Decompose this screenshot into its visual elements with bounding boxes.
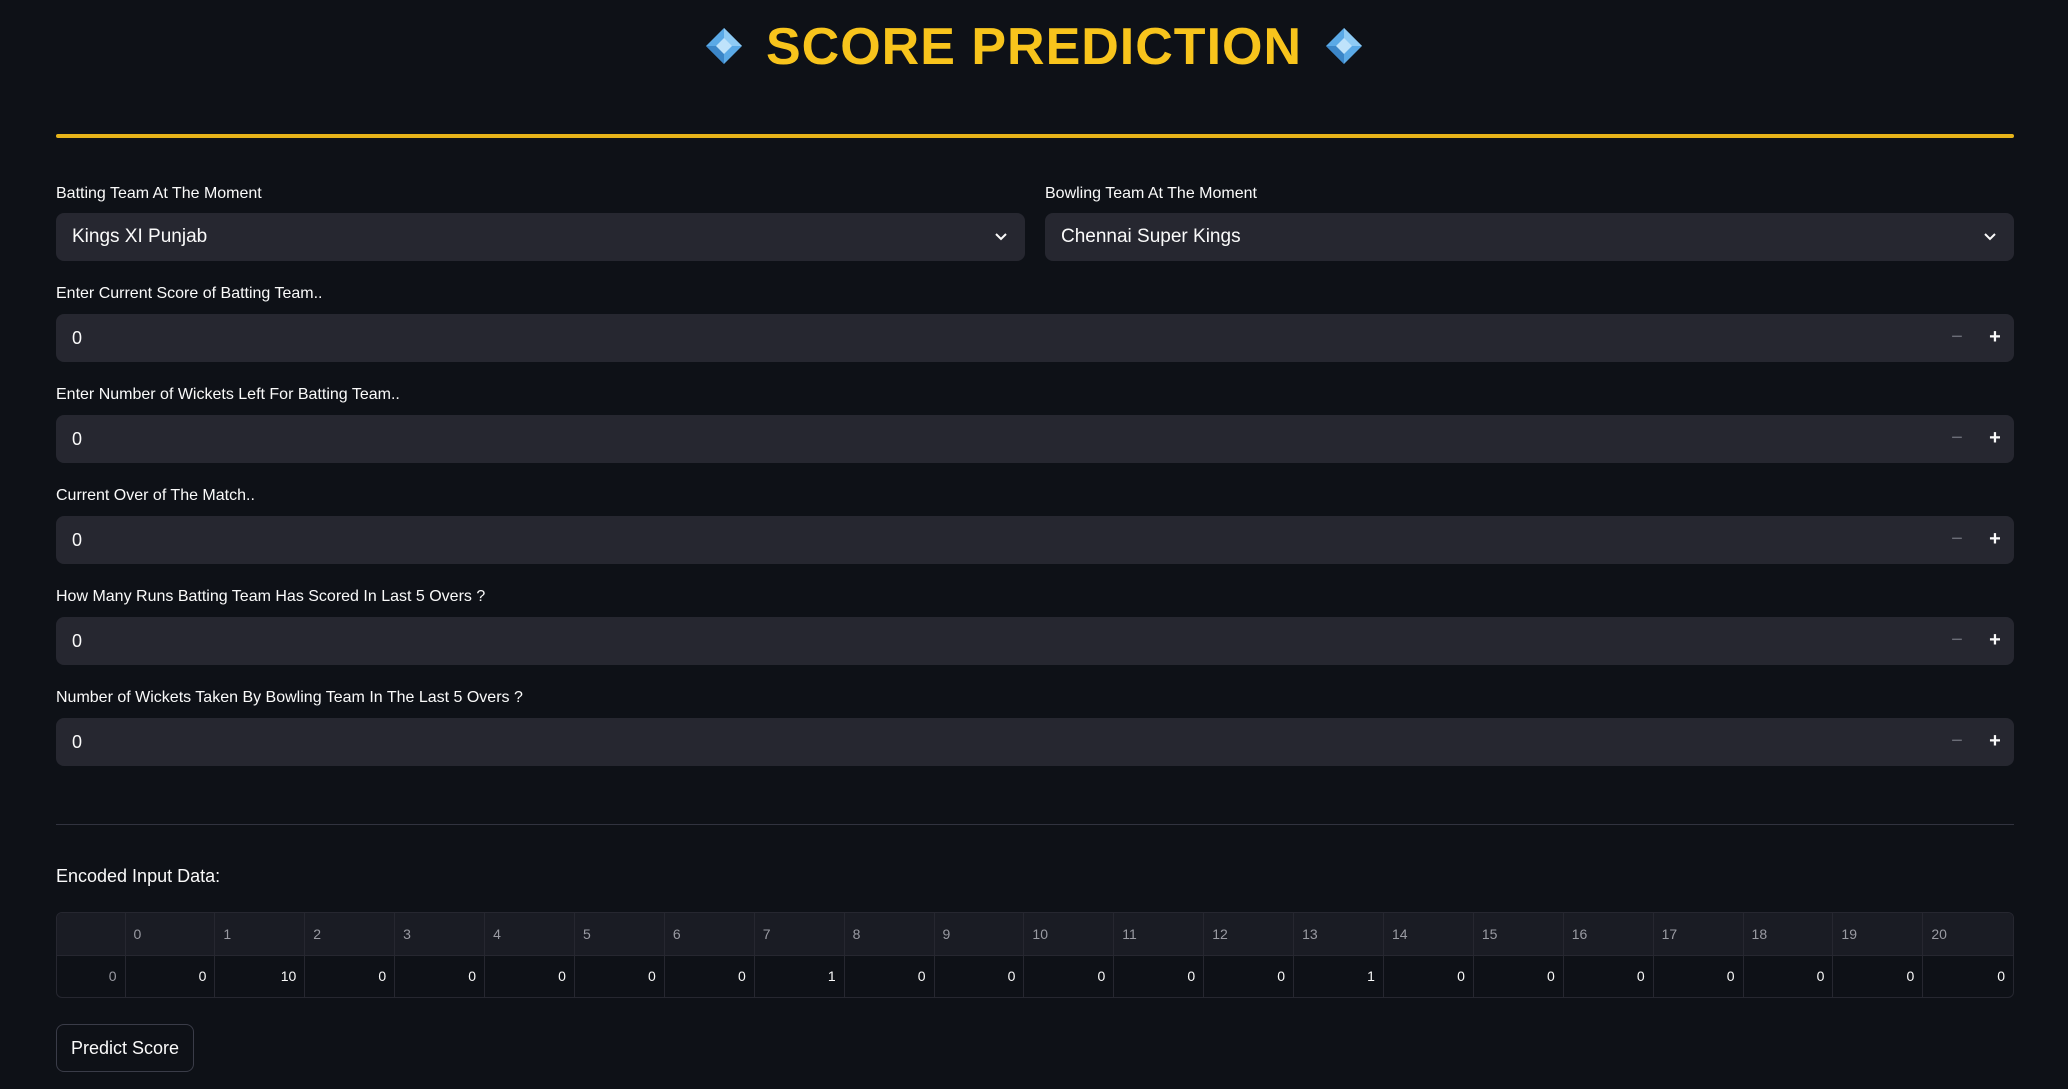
column-header[interactable]: 3	[394, 913, 486, 956]
column-header[interactable]: 12	[1203, 913, 1295, 956]
row-index-cell: 0	[57, 955, 126, 997]
table-cell[interactable]: 0	[1383, 955, 1474, 997]
column-header[interactable]: 17	[1653, 913, 1744, 956]
column-header[interactable]: 4	[484, 913, 575, 956]
column-header[interactable]: 2	[304, 913, 396, 956]
current-score-value[interactable]: 0	[72, 328, 83, 348]
wickets-last-5-value[interactable]: 0	[72, 732, 83, 752]
plus-icon[interactable]: +	[1989, 528, 2001, 550]
column-header[interactable]: 16	[1563, 913, 1654, 956]
minus-icon[interactable]: −	[1951, 629, 1963, 651]
table-cell[interactable]: 0	[1113, 955, 1205, 997]
plus-icon[interactable]: +	[1989, 730, 2001, 752]
table-cell[interactable]: 0	[1997, 968, 2005, 985]
column-header[interactable]: 18	[1743, 913, 1834, 956]
column-header[interactable]: 20	[1922, 913, 2013, 956]
minus-icon[interactable]: −	[1951, 326, 1963, 348]
bowling-team-value: Chennai Super Kings	[1061, 226, 1241, 247]
wickets-left-value[interactable]: 0	[72, 429, 83, 449]
runs-last-5-value[interactable]: 0	[72, 631, 83, 651]
current-over-value[interactable]: 0	[72, 530, 83, 550]
column-header[interactable]: 9	[934, 913, 1025, 956]
table-cell[interactable]: 0	[304, 955, 396, 997]
chevron-down-icon	[1984, 233, 1996, 241]
runs-last-5-label: How Many Runs Batting Team Has Scored In…	[56, 588, 486, 605]
bowling-team-label: Bowling Team At The Moment	[1045, 185, 1257, 202]
column-header[interactable]: 5	[574, 913, 665, 956]
diamond-icon	[1326, 28, 1363, 65]
table-cell[interactable]: 10	[214, 955, 306, 997]
title-divider	[56, 134, 2014, 138]
column-header[interactable]: 11	[1113, 913, 1205, 956]
current-over-input[interactable]: 0 − +	[56, 516, 2014, 564]
runs-last-5-input[interactable]: 0 − +	[56, 617, 2014, 665]
table-cell[interactable]: 0	[1743, 955, 1834, 997]
encoded-data-title: Encoded Input Data:	[56, 866, 221, 886]
chevron-down-icon	[995, 233, 1007, 241]
column-header[interactable]: 13	[1293, 913, 1384, 956]
plus-icon[interactable]: +	[1989, 326, 2001, 348]
table-cell[interactable]: 0	[1832, 955, 1924, 997]
column-header[interactable]: 0	[125, 913, 216, 956]
table-cell[interactable]: 0	[1653, 955, 1744, 997]
table-cell[interactable]: 0	[1563, 955, 1654, 997]
page-title: SCORE PREDICTION	[765, 18, 1303, 76]
minus-icon[interactable]: −	[1951, 427, 1963, 449]
current-score-label: Enter Current Score of Batting Team..	[56, 285, 323, 302]
wickets-last-5-input[interactable]: 0 − +	[56, 718, 2014, 766]
batting-team-value: Kings XI Punjab	[72, 226, 208, 247]
current-over-label: Current Over of The Match..	[56, 487, 255, 504]
table-cell[interactable]: 0	[394, 955, 486, 997]
bowling-team-select[interactable]: Chennai Super Kings	[1045, 213, 2014, 261]
table-cell[interactable]: 1	[754, 955, 845, 997]
wickets-left-label: Enter Number of Wickets Left For Batting…	[56, 386, 400, 403]
table-cell[interactable]: 0	[664, 955, 755, 997]
table-cell[interactable]: 0	[484, 955, 575, 997]
column-header[interactable]: 7	[754, 913, 845, 956]
batting-team-select[interactable]: Kings XI Punjab	[56, 213, 1025, 261]
plus-icon[interactable]: +	[1989, 427, 2001, 449]
minus-icon[interactable]: −	[1951, 730, 1963, 752]
column-header[interactable]: 19	[1832, 913, 1924, 956]
plus-icon[interactable]: +	[1989, 629, 2001, 651]
section-divider	[56, 824, 2014, 825]
table-header-row: 0 1 2 3 4 5 6 7 8 9 10 11 12 13 14 15 16 17 18 19 20	[57, 913, 2013, 956]
column-header[interactable]: 10	[1023, 913, 1115, 956]
table-row: 0 0 10 0 0 0 0 0 1 0 0 0 0 0 1 0 0 0 0 0 0 0	[57, 955, 2013, 997]
page-title-row: SCORE PREDICTION	[0, 14, 2068, 80]
column-header[interactable]: 1	[214, 913, 306, 956]
batting-team-label: Batting Team At The Moment	[56, 185, 262, 202]
encoded-data-table[interactable]: 0 1 2 3 4 5 6 7 8 9 10 11 12 13 14 15 16 17 18 19 20 0 0 10 0 0 0…	[56, 912, 2014, 998]
current-score-input[interactable]: 0 − +	[56, 314, 2014, 362]
predict-score-button[interactable]: Predict Score	[56, 1024, 195, 1072]
table-cell[interactable]: 0	[934, 955, 1025, 997]
table-cell[interactable]: 0	[1203, 955, 1295, 997]
table-corner-cell	[57, 913, 126, 956]
minus-icon[interactable]: −	[1951, 528, 1963, 550]
column-header[interactable]: 6	[664, 913, 755, 956]
table-cell[interactable]: 0	[125, 955, 216, 997]
wickets-last-5-label: Number of Wickets Taken By Bowling Team …	[56, 689, 523, 706]
table-cell[interactable]: 0	[1473, 955, 1564, 997]
column-header[interactable]: 14	[1383, 913, 1474, 956]
column-header[interactable]: 8	[844, 913, 935, 956]
table-cell[interactable]: 0	[574, 955, 665, 997]
wickets-left-input[interactable]: 0 − +	[56, 415, 2014, 463]
table-cell[interactable]: 0	[1023, 955, 1115, 997]
table-cell[interactable]: 0	[844, 955, 935, 997]
diamond-icon	[705, 28, 742, 65]
table-cell[interactable]: 1	[1293, 955, 1384, 997]
column-header[interactable]: 15	[1473, 913, 1564, 956]
